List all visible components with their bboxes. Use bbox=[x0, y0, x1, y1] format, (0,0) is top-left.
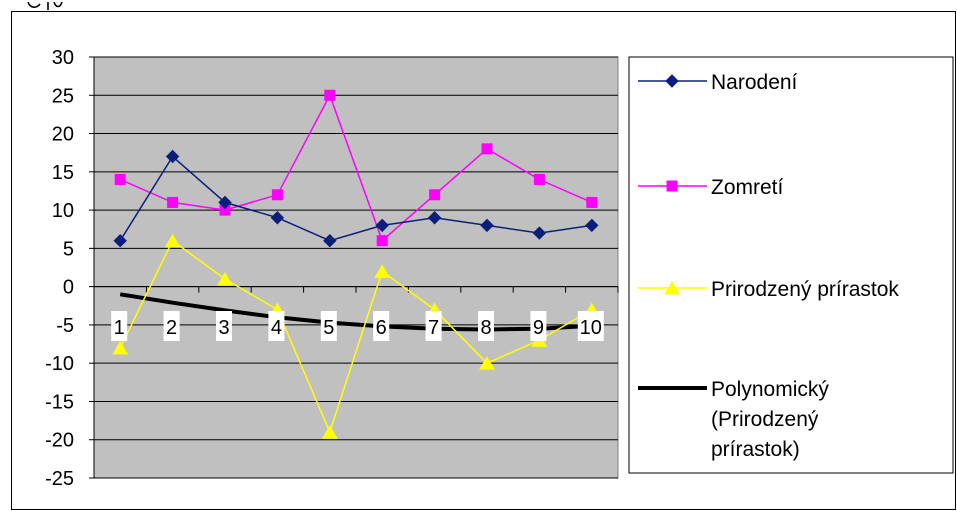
series-line bbox=[119, 155, 592, 242]
x-tick-label-box bbox=[425, 311, 442, 341]
triangle-marker bbox=[321, 425, 338, 439]
diamond-marker bbox=[665, 74, 679, 88]
x-tick-label: 1 bbox=[114, 317, 125, 339]
y-tick-label: -25 bbox=[45, 468, 74, 490]
y-axis: 30 25 20 15 10 5 0 -5 -10 -15 -20 -25 bbox=[45, 47, 74, 490]
y-tick-label: 10 bbox=[52, 200, 74, 222]
legend-label: Narodení bbox=[711, 71, 798, 94]
x-tick-label-box bbox=[320, 311, 337, 341]
y-tick-label: 25 bbox=[52, 85, 74, 107]
diamond-marker bbox=[323, 234, 337, 248]
diamond-marker bbox=[165, 149, 180, 164]
legend-entry: Narodení bbox=[638, 71, 798, 94]
x-tick-label: 10 bbox=[580, 317, 602, 339]
square-marker bbox=[586, 196, 598, 208]
y-tick-label: 30 bbox=[52, 47, 74, 69]
clipped-glyph-strip bbox=[27, 1, 63, 10]
legend-box bbox=[628, 56, 954, 474]
x-tick-label-box bbox=[530, 311, 547, 341]
triangle-marker bbox=[479, 356, 495, 370]
square-marker bbox=[114, 173, 126, 185]
triangle-marker bbox=[664, 281, 680, 295]
x-tick-label: 3 bbox=[218, 317, 229, 339]
diamond-marker bbox=[270, 211, 285, 225]
square-marker bbox=[429, 189, 441, 201]
triangle-marker bbox=[112, 340, 129, 355]
y-tick-label: -5 bbox=[56, 315, 74, 337]
y-tick-label: -15 bbox=[45, 391, 74, 413]
x-tick-label: 6 bbox=[376, 317, 387, 339]
x-tick-label: 7 bbox=[428, 317, 439, 339]
square-marker bbox=[481, 143, 493, 155]
series-line bbox=[119, 239, 593, 435]
legend-entry-trendline: Polynomický (Prirodzený prírastok) bbox=[638, 378, 829, 461]
legend-label: Prirodzený prírastok bbox=[711, 278, 899, 301]
square-marker bbox=[324, 89, 336, 101]
plot-area bbox=[89, 56, 619, 479]
x-tick-label: 9 bbox=[533, 317, 544, 339]
diamond-marker bbox=[532, 226, 547, 240]
series-square bbox=[114, 89, 598, 247]
triangle-marker bbox=[217, 271, 233, 286]
legend-entry: Prirodzený prírastok bbox=[638, 278, 899, 301]
x-tick-label-box bbox=[163, 311, 180, 341]
diamond-marker bbox=[480, 218, 494, 233]
x-tick-label-box bbox=[577, 311, 604, 341]
legend: Narodení Zomretí Prirodzený prírastok Polyn… bbox=[628, 56, 954, 474]
trendline-polynomial bbox=[119, 292, 592, 332]
legend-label: Zomretí bbox=[711, 176, 784, 199]
legend-entry: Zomretí bbox=[638, 176, 784, 199]
x-tick-label-box bbox=[268, 311, 285, 341]
square-marker bbox=[271, 189, 283, 201]
x-tick-label-box bbox=[373, 311, 390, 341]
y-tick-label: 0 bbox=[63, 277, 74, 299]
square-marker bbox=[533, 173, 545, 185]
diamond-marker bbox=[585, 218, 599, 233]
x-tick-label: 4 bbox=[271, 317, 282, 339]
y-tick-label: 15 bbox=[52, 162, 74, 184]
legend-trendline-label-line: (Prirodzený bbox=[711, 408, 819, 431]
y-tick-label: -10 bbox=[45, 353, 74, 375]
series-group bbox=[112, 89, 600, 439]
triangle-marker bbox=[164, 233, 181, 248]
clipped-previous-content bbox=[0, 0, 957, 11]
diamond-marker bbox=[113, 234, 127, 248]
x-tick-label-box bbox=[216, 311, 232, 341]
diamond-marker bbox=[427, 211, 442, 225]
legend-trendline-label-line: prírastok) bbox=[711, 438, 800, 461]
square-marker bbox=[167, 196, 179, 208]
diamond-marker bbox=[375, 218, 389, 233]
triangle-marker bbox=[374, 264, 391, 278]
x-axis: 1 2 3 4 5 6 7 8 9 10 bbox=[111, 311, 604, 341]
x-tick-label-box bbox=[478, 311, 494, 341]
x-tick-label: 8 bbox=[480, 317, 491, 339]
series-diamond bbox=[113, 149, 599, 248]
square-marker bbox=[376, 235, 388, 247]
x-tick-label: 2 bbox=[166, 317, 177, 339]
y-tick-label: 5 bbox=[63, 238, 74, 260]
x-tick-label-box bbox=[111, 311, 128, 341]
x-tick-label: 5 bbox=[323, 317, 334, 339]
plot-background bbox=[93, 56, 619, 479]
square-marker bbox=[666, 180, 678, 192]
y-tick-label: 20 bbox=[52, 124, 74, 146]
series-line bbox=[119, 93, 593, 242]
y-tick-label: -20 bbox=[45, 430, 74, 452]
legend-trendline-label-line: Polynomický bbox=[711, 378, 829, 401]
diamond-marker bbox=[218, 195, 232, 210]
